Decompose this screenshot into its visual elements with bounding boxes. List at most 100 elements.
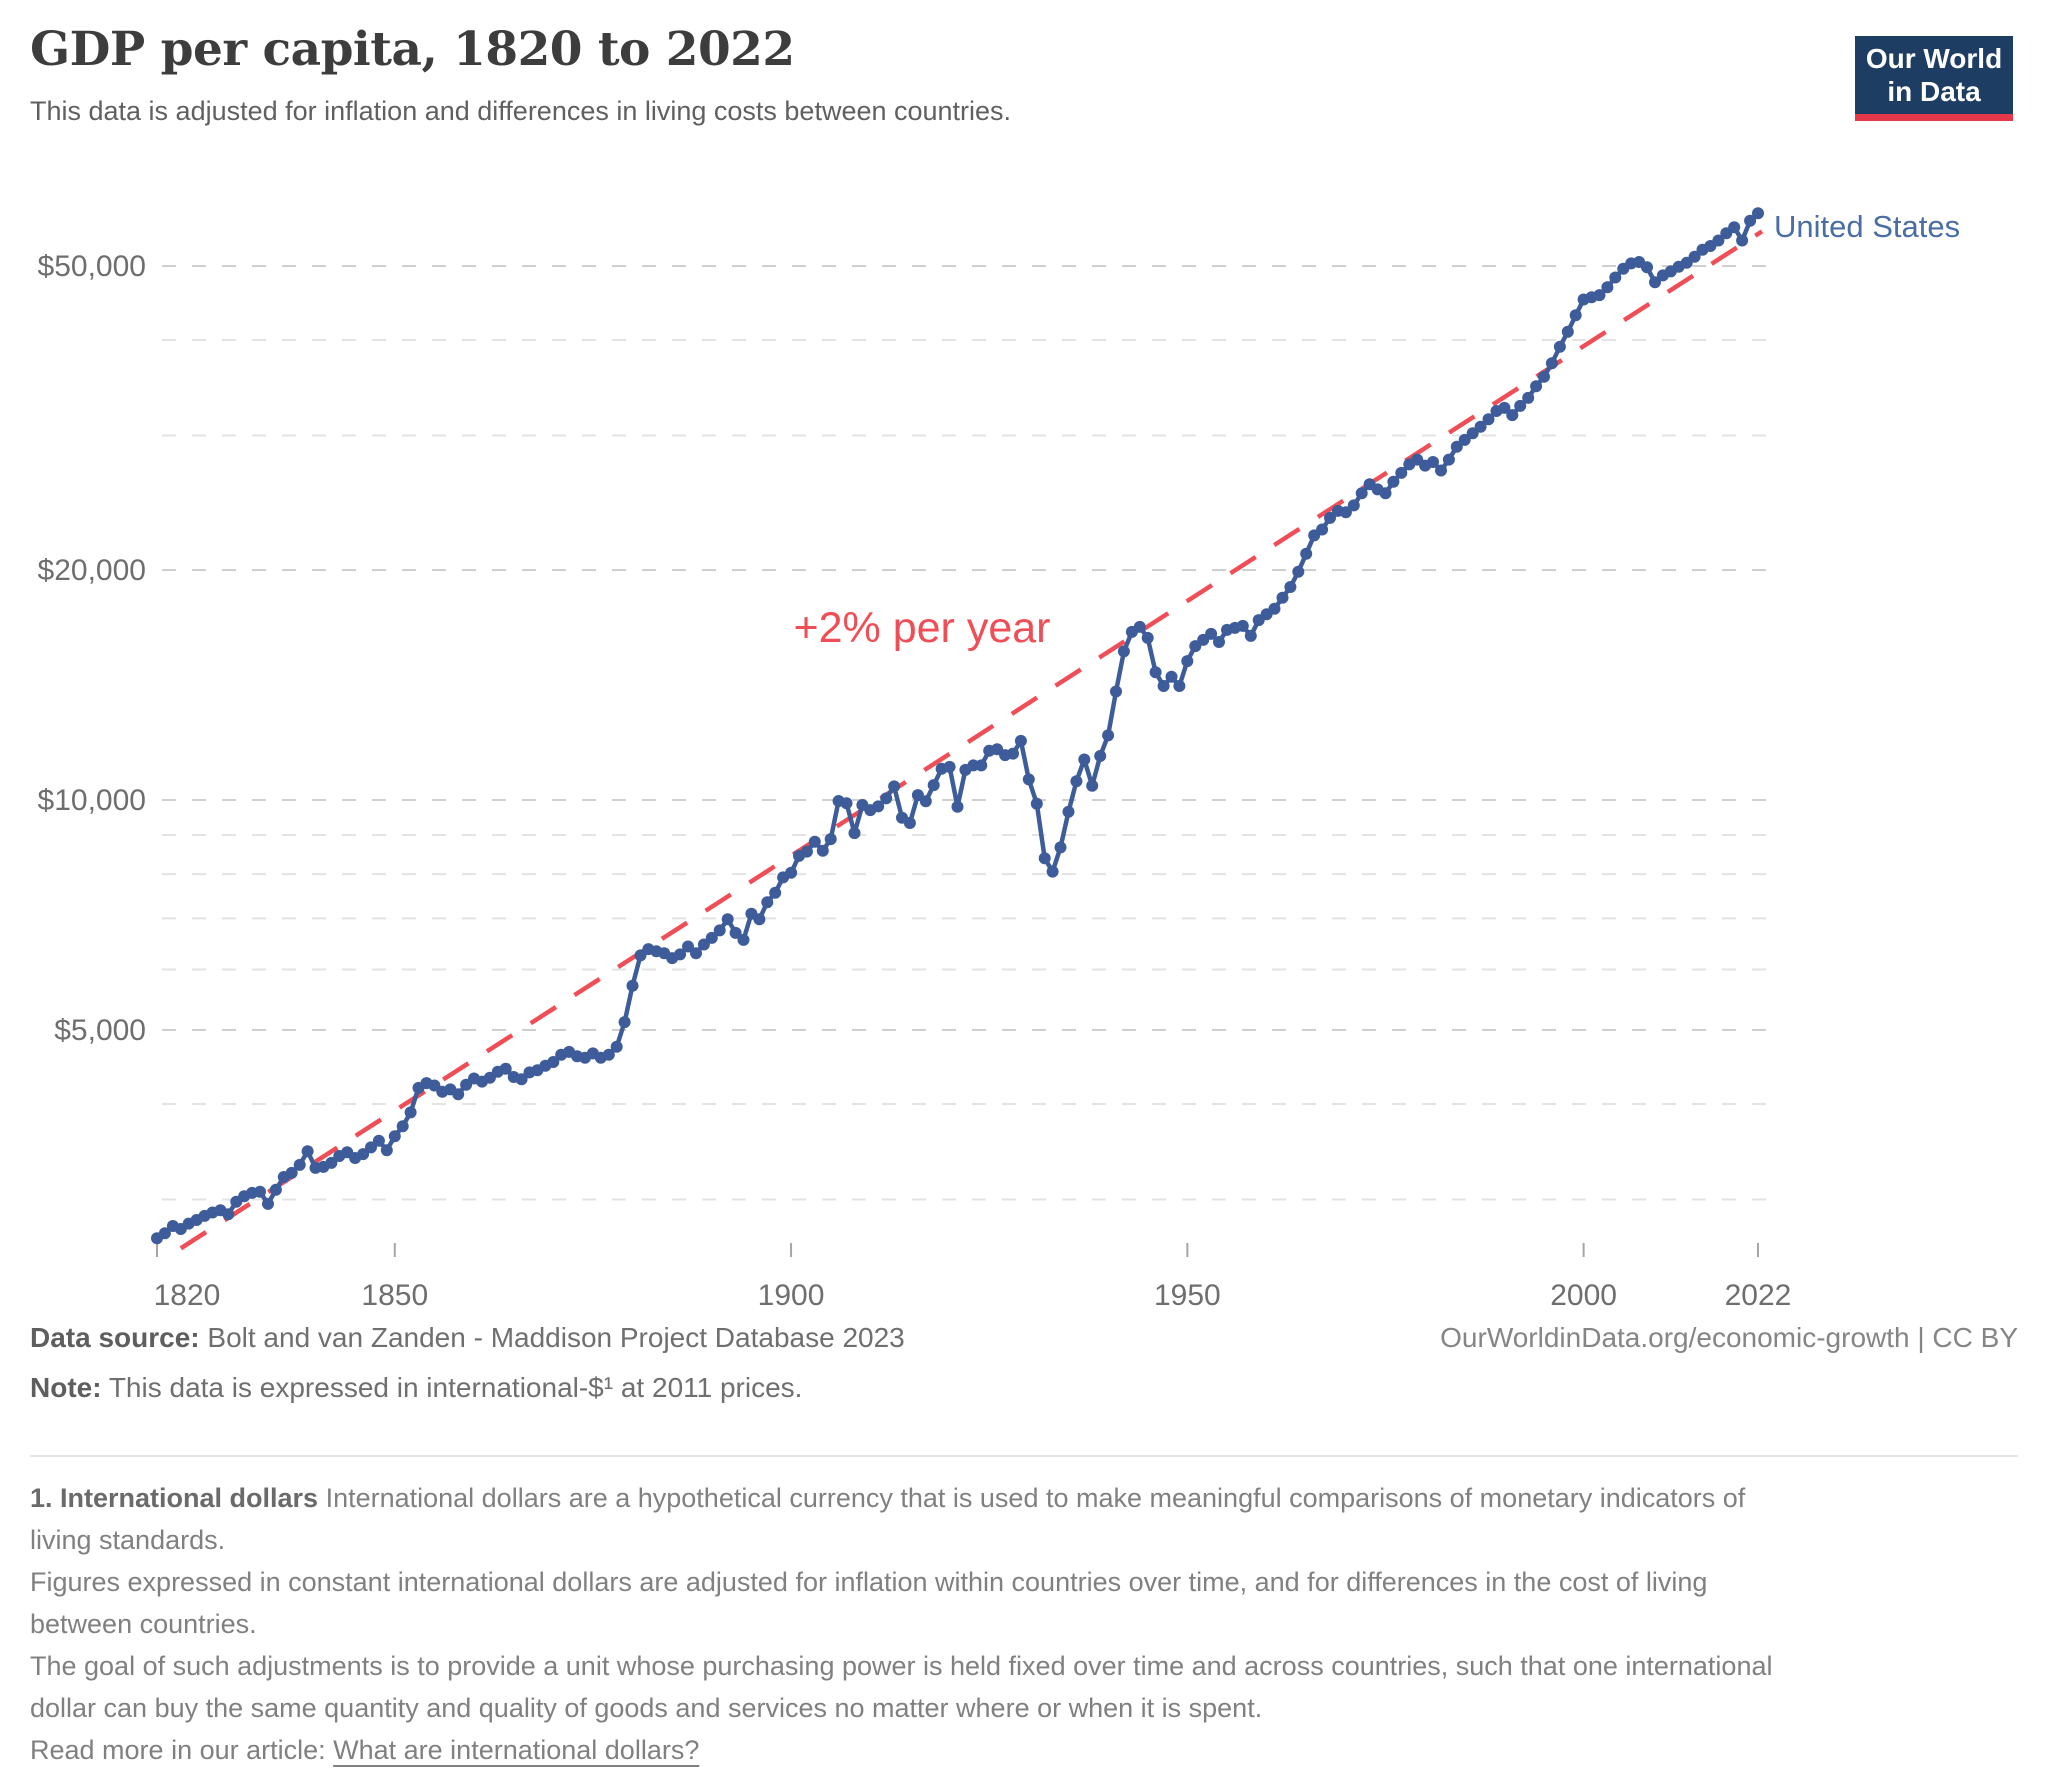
data-point-1842[interactable] xyxy=(325,1156,338,1169)
data-point-1991[interactable] xyxy=(1506,409,1519,422)
data-point-2004[interactable] xyxy=(1609,271,1622,284)
data-point-1847[interactable] xyxy=(365,1141,377,1154)
data-point-1852[interactable] xyxy=(404,1106,417,1119)
data-point-1892[interactable] xyxy=(721,913,734,926)
data-point-2014[interactable] xyxy=(1688,250,1701,263)
data-point-1834[interactable] xyxy=(262,1197,274,1210)
data-point-1839[interactable] xyxy=(301,1145,314,1158)
data-point-1833[interactable] xyxy=(254,1185,266,1198)
data-point-1962[interactable] xyxy=(1276,591,1289,604)
data-point-1889[interactable] xyxy=(697,938,710,951)
data-point-1939[interactable] xyxy=(1094,750,1107,762)
data-point-1946[interactable] xyxy=(1149,666,1162,679)
data-point-1958[interactable] xyxy=(1244,629,1257,642)
data-point-1933[interactable] xyxy=(1046,865,1059,878)
series-label-united-states[interactable]: United States xyxy=(1774,209,1960,244)
data-point-1965[interactable] xyxy=(1300,547,1313,560)
data-point-1866[interactable] xyxy=(515,1073,528,1086)
data-point-1930[interactable] xyxy=(1022,773,1035,786)
data-point-1985[interactable] xyxy=(1458,433,1471,446)
data-point-1918[interactable] xyxy=(927,779,940,792)
data-point-1898[interactable] xyxy=(769,886,782,899)
data-point-1961[interactable] xyxy=(1268,602,1281,615)
data-point-1977[interactable] xyxy=(1395,466,1408,479)
data-point-1996[interactable] xyxy=(1545,357,1558,370)
data-point-1934[interactable] xyxy=(1054,841,1067,854)
data-point-2008[interactable] xyxy=(1641,261,1653,274)
data-point-1911[interactable] xyxy=(872,800,885,813)
data-point-1917[interactable] xyxy=(919,795,932,808)
data-point-1938[interactable] xyxy=(1086,779,1099,792)
data-point-1957[interactable] xyxy=(1236,619,1249,632)
data-point-1850[interactable] xyxy=(388,1130,401,1143)
data-point-1984[interactable] xyxy=(1450,440,1463,453)
data-point-1897[interactable] xyxy=(761,896,774,909)
data-point-1983[interactable] xyxy=(1442,453,1455,466)
data-point-1928[interactable] xyxy=(1007,747,1019,760)
data-point-1999[interactable] xyxy=(1569,309,1582,322)
data-point-1976[interactable] xyxy=(1387,475,1400,488)
series-line-united-states[interactable] xyxy=(154,211,1761,1241)
data-point-1997[interactable] xyxy=(1553,340,1566,353)
data-point-1887[interactable] xyxy=(682,940,694,953)
data-point-1948[interactable] xyxy=(1165,670,1178,683)
data-point-1947[interactable] xyxy=(1157,680,1170,692)
data-point-1886[interactable] xyxy=(674,948,687,961)
data-point-1986[interactable] xyxy=(1466,427,1479,440)
data-point-1963[interactable] xyxy=(1284,581,1297,593)
data-point-1902[interactable] xyxy=(800,845,813,858)
data-point-1994[interactable] xyxy=(1530,380,1543,393)
data-point-1964[interactable] xyxy=(1292,565,1305,578)
data-point-1931[interactable] xyxy=(1030,797,1043,810)
data-point-1967[interactable] xyxy=(1316,523,1329,536)
data-point-2019[interactable] xyxy=(1728,221,1741,234)
data-point-1893[interactable] xyxy=(729,926,742,939)
data-point-1890[interactable] xyxy=(705,931,718,944)
data-point-1921[interactable] xyxy=(951,800,964,813)
data-point-1998[interactable] xyxy=(1561,325,1574,338)
data-point-1945[interactable] xyxy=(1141,631,1154,644)
data-point-1950[interactable] xyxy=(1181,655,1194,668)
data-point-1837[interactable] xyxy=(285,1166,298,1179)
data-point-1870[interactable] xyxy=(547,1056,560,1068)
data-point-1982[interactable] xyxy=(1435,464,1447,477)
data-point-2009[interactable] xyxy=(1649,276,1661,289)
data-point-1924[interactable] xyxy=(975,759,988,772)
data-point-1935[interactable] xyxy=(1062,805,1075,818)
data-point-1940[interactable] xyxy=(1102,729,1115,742)
read-more-link[interactable]: What are international dollars? xyxy=(333,1735,700,1765)
data-point-1829[interactable] xyxy=(222,1208,235,1221)
data-point-1992[interactable] xyxy=(1514,399,1527,412)
data-point-1949[interactable] xyxy=(1173,680,1186,692)
data-point-1896[interactable] xyxy=(753,913,766,926)
data-point-1975[interactable] xyxy=(1379,487,1392,500)
data-point-1903[interactable] xyxy=(808,835,821,848)
data-point-1835[interactable] xyxy=(269,1183,282,1196)
data-point-1846[interactable] xyxy=(357,1148,370,1161)
data-point-1878[interactable] xyxy=(610,1040,623,1053)
data-point-1953[interactable] xyxy=(1205,627,1218,640)
data-point-1988[interactable] xyxy=(1482,413,1495,426)
data-point-1879[interactable] xyxy=(618,1016,631,1029)
data-point-1821[interactable] xyxy=(158,1227,171,1240)
data-point-1972[interactable] xyxy=(1355,487,1368,500)
data-point-1900[interactable] xyxy=(785,866,798,879)
data-point-1932[interactable] xyxy=(1038,852,1051,865)
data-point-1937[interactable] xyxy=(1078,753,1091,766)
data-point-1993[interactable] xyxy=(1522,391,1535,404)
data-point-1849[interactable] xyxy=(380,1144,393,1157)
data-point-1987[interactable] xyxy=(1474,420,1487,433)
data-point-1970[interactable] xyxy=(1339,506,1352,519)
data-point-1864[interactable] xyxy=(499,1062,512,1075)
data-point-1990[interactable] xyxy=(1498,401,1511,414)
data-point-1954[interactable] xyxy=(1213,636,1225,648)
data-point-1920[interactable] xyxy=(943,760,956,773)
data-point-1936[interactable] xyxy=(1070,775,1083,788)
data-point-2017[interactable] xyxy=(1712,234,1725,247)
data-point-1848[interactable] xyxy=(372,1134,385,1147)
data-point-2022[interactable] xyxy=(1752,207,1764,220)
data-point-1891[interactable] xyxy=(713,924,726,937)
data-point-1905[interactable] xyxy=(824,833,837,846)
data-point-1880[interactable] xyxy=(626,979,639,992)
data-point-2003[interactable] xyxy=(1601,281,1614,294)
